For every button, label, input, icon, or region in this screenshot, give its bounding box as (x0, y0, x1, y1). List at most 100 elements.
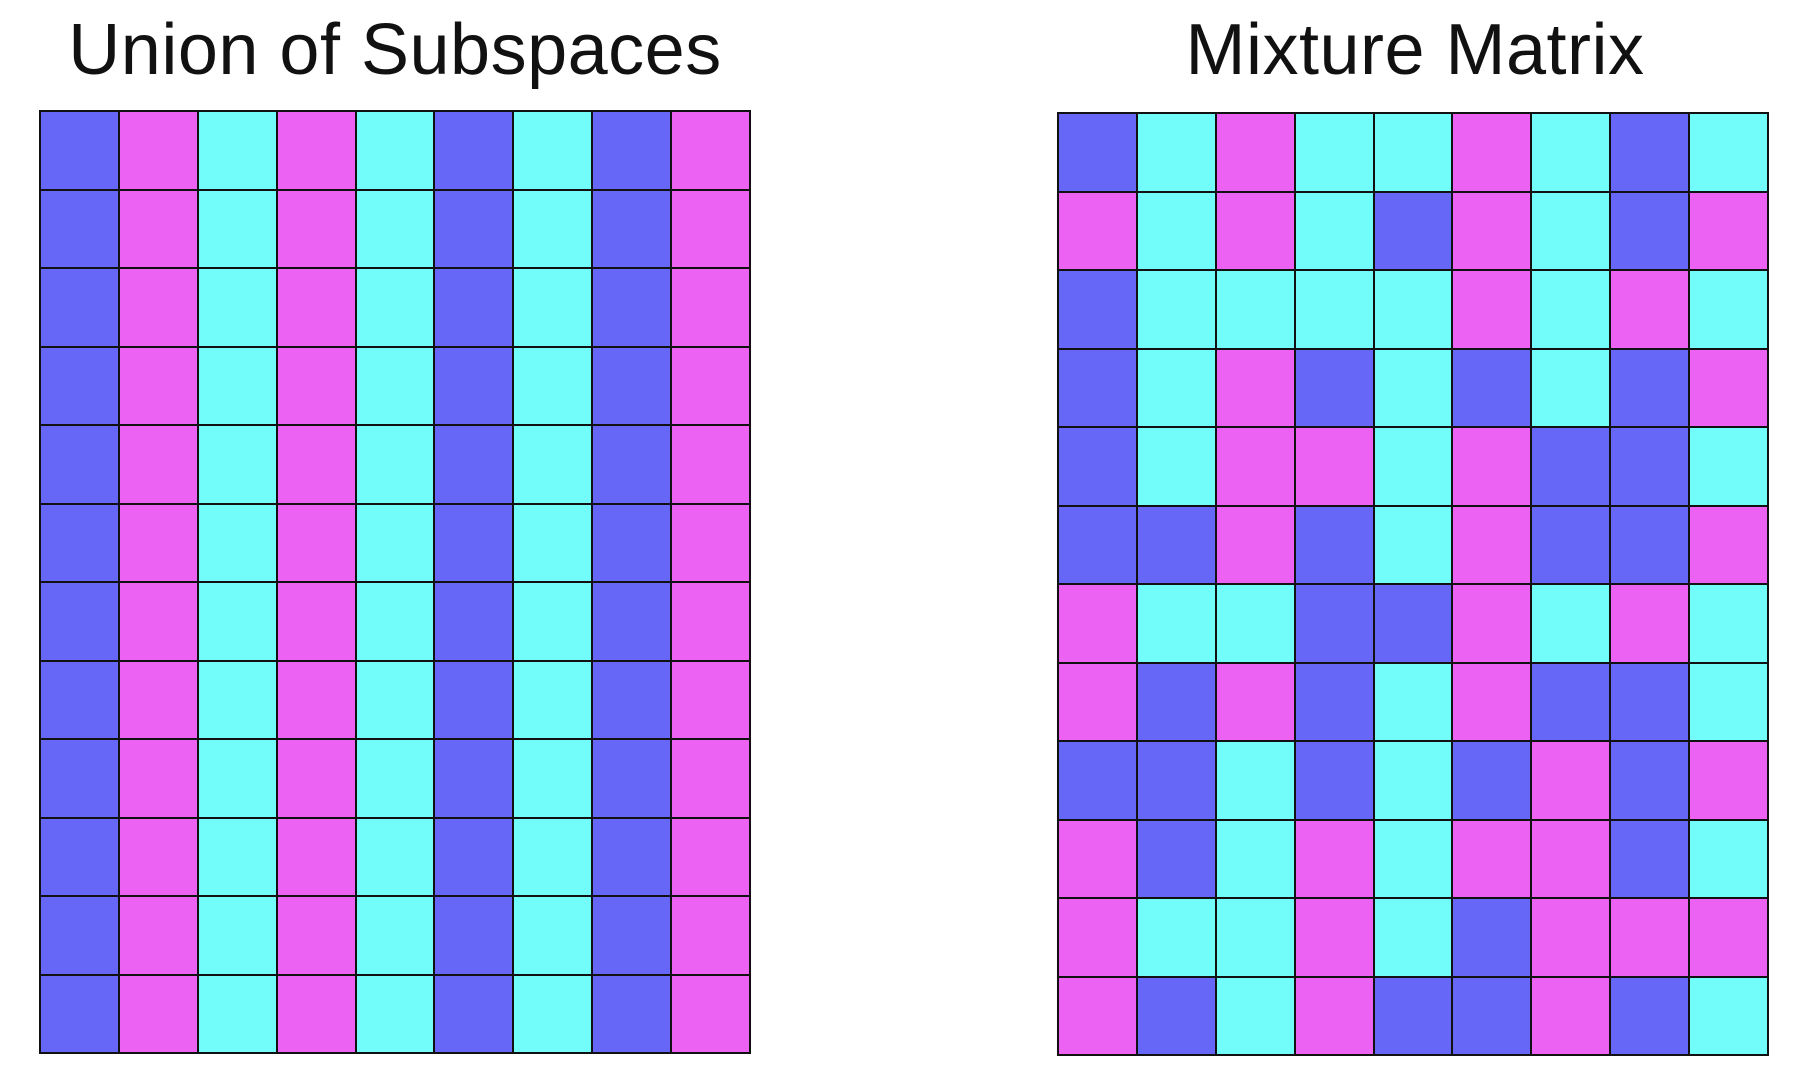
mixture-matrix-cell (1611, 663, 1689, 740)
union-of-subspaces-cell (672, 504, 749, 581)
mixture-matrix-cell (1453, 663, 1531, 740)
union-of-subspaces-cell (435, 190, 513, 267)
mixture-matrix-cell (1453, 585, 1531, 662)
union-of-subspaces-cell (198, 583, 276, 660)
mixture-matrix-cell (1374, 820, 1452, 897)
mixture-matrix-cell (1690, 977, 1767, 1054)
union-of-subspaces-cell (514, 897, 592, 974)
mixture-matrix-cell (1295, 585, 1373, 662)
union-of-subspaces-cell (277, 897, 355, 974)
mixture-matrix-cell (1690, 820, 1767, 897)
union-of-subspaces-cell (277, 975, 355, 1052)
union-of-subspaces-cell (672, 347, 749, 424)
mixture-matrix-cell (1611, 742, 1689, 819)
mixture-matrix-cell (1137, 192, 1215, 269)
union-of-subspaces-cell (198, 504, 276, 581)
mixture-matrix-cell (1374, 349, 1452, 426)
mixture-matrix-cell (1059, 663, 1136, 740)
union-of-subspaces-cell (119, 661, 197, 738)
mixture-matrix-cell (1532, 192, 1610, 269)
mixture-matrix-cell (1374, 428, 1452, 505)
union-of-subspaces-cell (198, 426, 276, 503)
union-of-subspaces-cell (198, 347, 276, 424)
mixture-matrix-cell (1295, 349, 1373, 426)
mixture-matrix-cell (1374, 506, 1452, 583)
union-of-subspaces-cell (514, 818, 592, 895)
union-of-subspaces-cell (356, 269, 434, 346)
union-of-subspaces-cell (356, 347, 434, 424)
union-of-subspaces-cell (119, 504, 197, 581)
union-of-subspaces-cell (119, 740, 197, 817)
mixture-matrix-cell (1137, 349, 1215, 426)
mixture-matrix-cell (1374, 192, 1452, 269)
union-of-subspaces-cell (435, 583, 513, 660)
mixture-matrix-cell (1611, 428, 1689, 505)
mixture-matrix-cell (1611, 585, 1689, 662)
union-of-subspaces-cell (277, 426, 355, 503)
mixture-matrix-cell (1532, 977, 1610, 1054)
mixture-matrix-title: Mixture Matrix (1185, 10, 1645, 90)
mixture-matrix-cell (1532, 742, 1610, 819)
union-of-subspaces-cell (41, 583, 118, 660)
union-of-subspaces-cell (356, 190, 434, 267)
union-of-subspaces-cell (41, 975, 118, 1052)
mixture-matrix-cell (1690, 271, 1767, 348)
union-of-subspaces-cell (356, 504, 434, 581)
union-of-subspaces-cell (119, 426, 197, 503)
union-of-subspaces-cell (41, 347, 118, 424)
union-of-subspaces-cell (672, 112, 749, 189)
union-of-subspaces-cell (356, 661, 434, 738)
mixture-matrix-cell (1216, 820, 1294, 897)
mixture-matrix-cell (1216, 742, 1294, 819)
mixture-matrix-cell (1137, 742, 1215, 819)
mixture-matrix-cell (1453, 742, 1531, 819)
union-of-subspaces-cell (41, 269, 118, 346)
mixture-matrix-cell (1295, 192, 1373, 269)
union-of-subspaces-cell (514, 661, 592, 738)
union-of-subspaces-cell (277, 347, 355, 424)
mixture-matrix-cell (1295, 428, 1373, 505)
mixture-matrix-cell (1295, 506, 1373, 583)
union-of-subspaces-cell (119, 269, 197, 346)
mixture-matrix-cell (1374, 114, 1452, 191)
union-of-subspaces-cell (41, 112, 118, 189)
mixture-matrix-cell (1216, 349, 1294, 426)
mixture-matrix-cell (1453, 428, 1531, 505)
union-of-subspaces-cell (277, 661, 355, 738)
union-of-subspaces-cell (514, 112, 592, 189)
mixture-matrix-cell (1611, 114, 1689, 191)
union-of-subspaces-cell (356, 426, 434, 503)
union-of-subspaces-grid (39, 110, 751, 1054)
mixture-matrix-cell (1137, 114, 1215, 191)
mixture-matrix-cell (1059, 349, 1136, 426)
union-of-subspaces-cell (356, 897, 434, 974)
mixture-matrix-cell (1611, 820, 1689, 897)
mixture-matrix-cell (1374, 271, 1452, 348)
union-of-subspaces-cell (593, 818, 671, 895)
mixture-matrix-cell (1137, 977, 1215, 1054)
mixture-matrix-cell (1374, 899, 1452, 976)
mixture-matrix-cell (1453, 820, 1531, 897)
mixture-matrix-cell (1059, 271, 1136, 348)
union-of-subspaces-cell (593, 897, 671, 974)
mixture-matrix-cell (1453, 506, 1531, 583)
mixture-matrix-cell (1374, 977, 1452, 1054)
union-of-subspaces-cell (514, 347, 592, 424)
mixture-matrix-cell (1532, 506, 1610, 583)
mixture-matrix-cell (1216, 271, 1294, 348)
mixture-matrix-cell (1216, 585, 1294, 662)
union-of-subspaces-cell (672, 269, 749, 346)
mixture-matrix-cell (1690, 428, 1767, 505)
union-of-subspaces-cell (277, 269, 355, 346)
mixture-matrix-cell (1137, 506, 1215, 583)
union-of-subspaces-cell (514, 269, 592, 346)
union-of-subspaces-cell (593, 112, 671, 189)
union-of-subspaces-cell (119, 818, 197, 895)
union-of-subspaces-cell (435, 504, 513, 581)
union-of-subspaces-cell (356, 818, 434, 895)
union-of-subspaces-cell (435, 740, 513, 817)
union-of-subspaces-cell (435, 426, 513, 503)
union-of-subspaces-cell (514, 190, 592, 267)
mixture-matrix-cell (1059, 428, 1136, 505)
mixture-matrix-cell (1295, 114, 1373, 191)
